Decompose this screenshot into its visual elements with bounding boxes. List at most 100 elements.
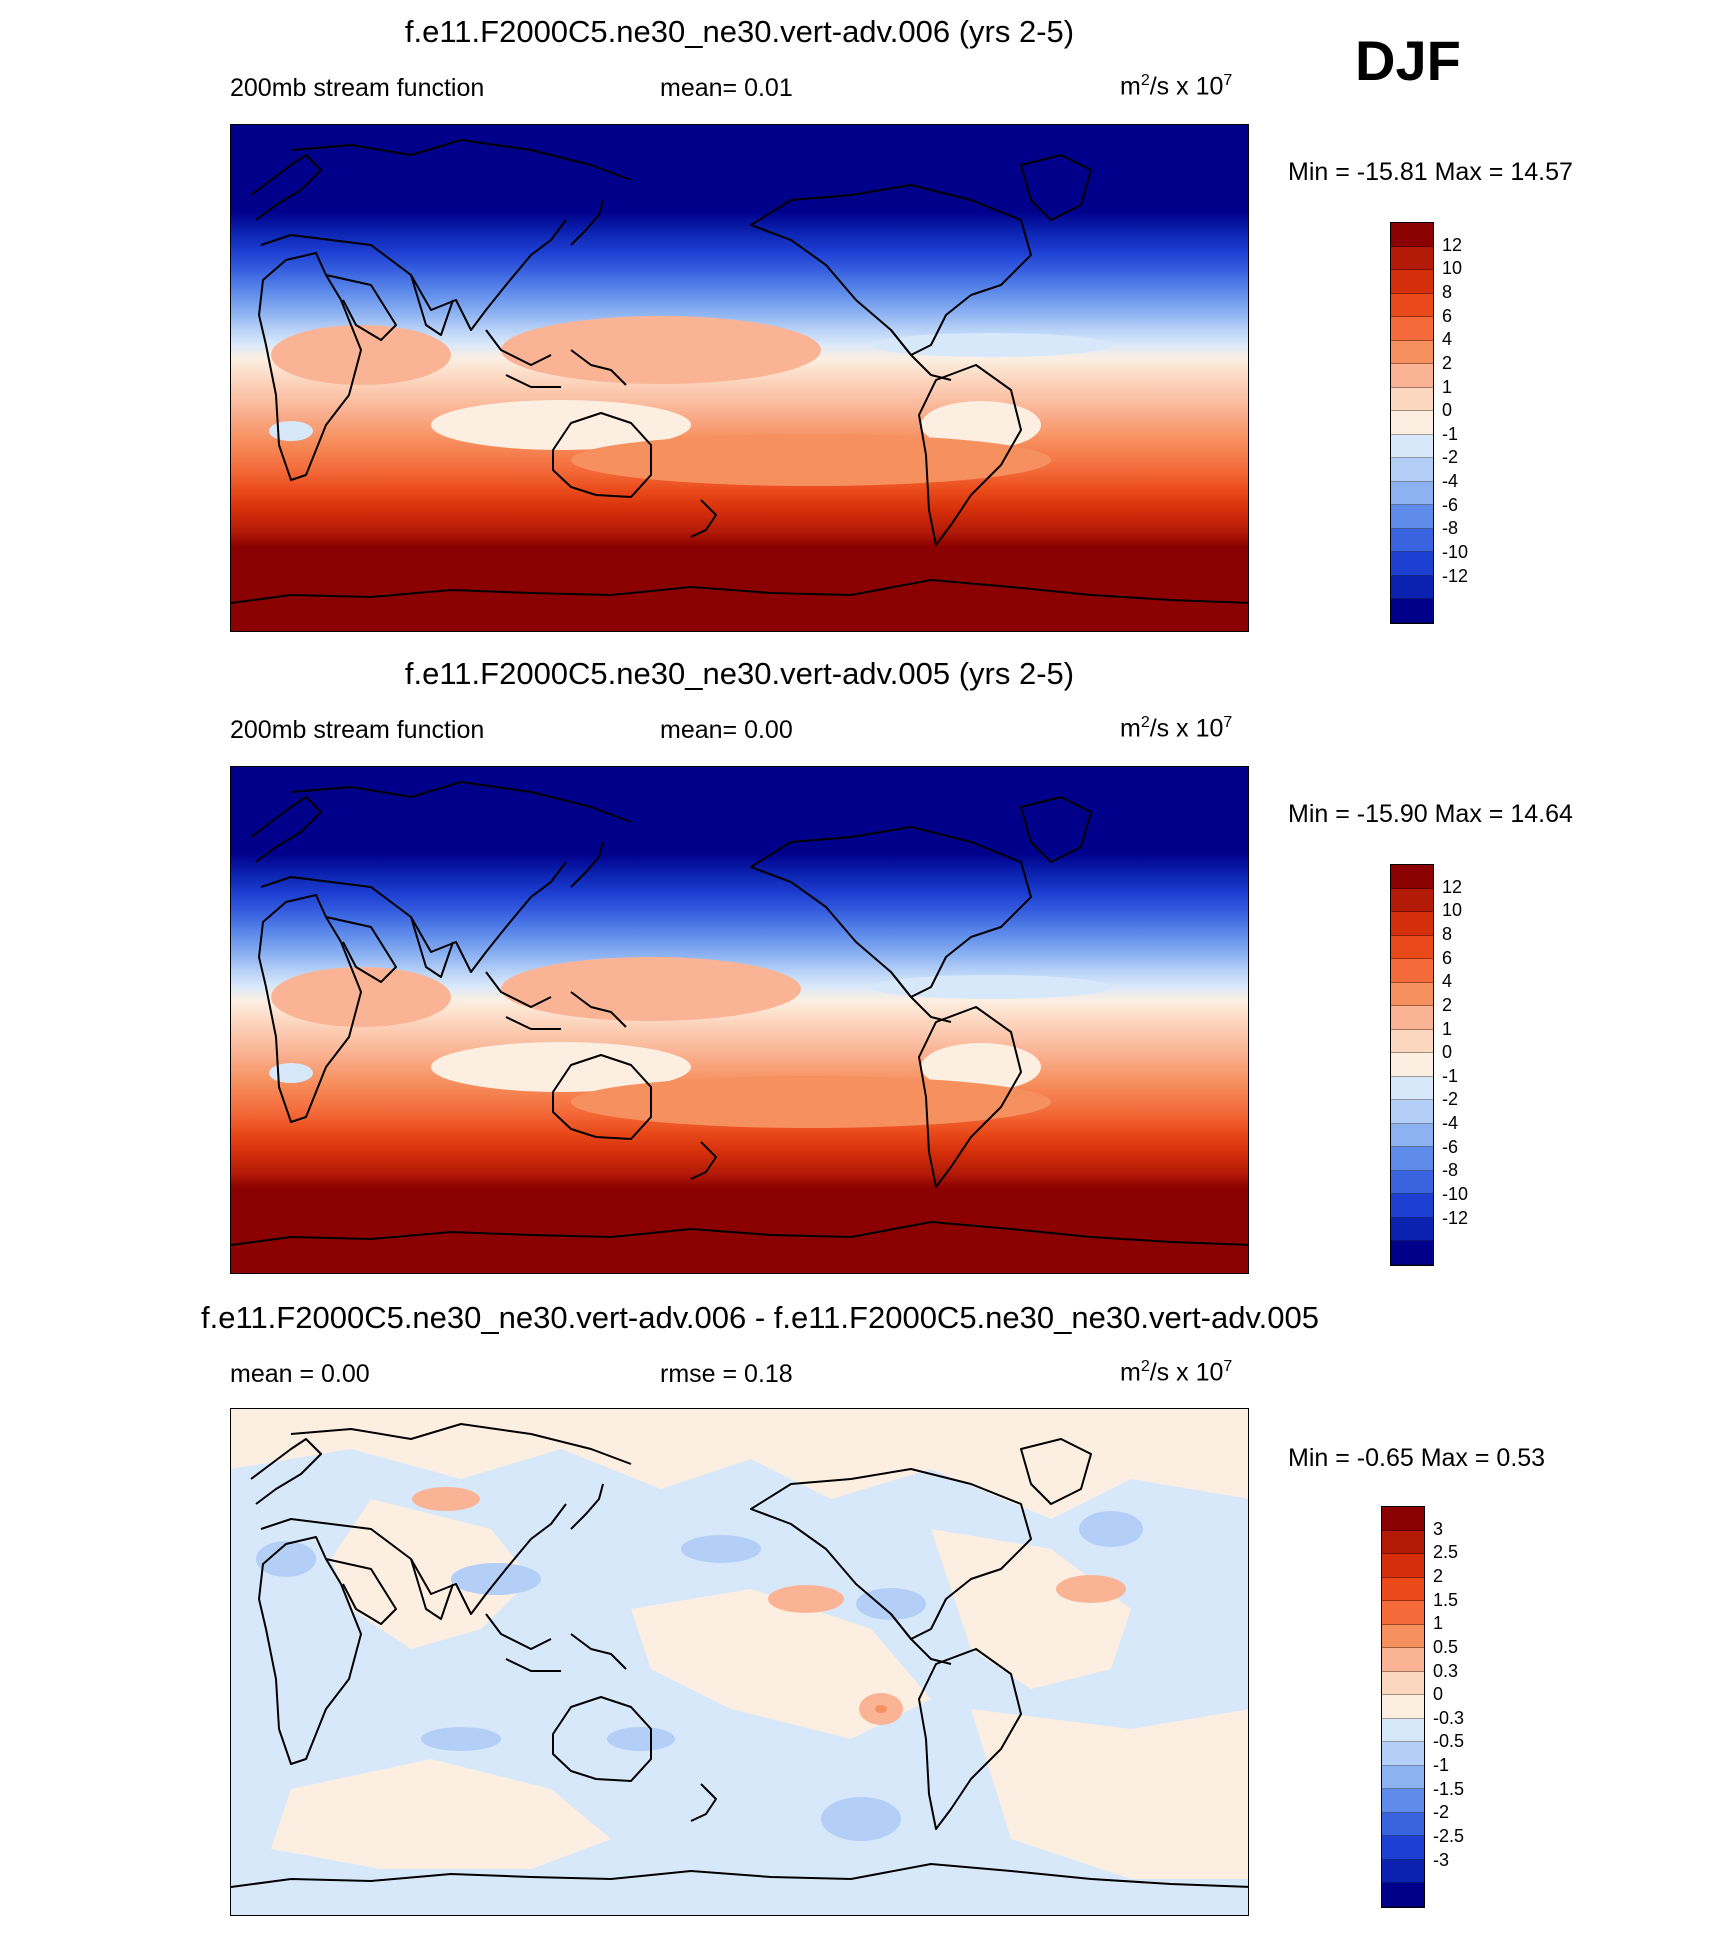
- panel-3-contour-max: [875, 1705, 887, 1713]
- colorbar-box: [1382, 1812, 1424, 1837]
- colorbar-tick-label: -12: [1442, 1207, 1469, 1228]
- panel-2-contour-atlantic: [871, 975, 1111, 999]
- colorbar-tick-label: -10: [1442, 542, 1469, 563]
- colorbar-tick-label: 6: [1442, 305, 1453, 326]
- panel-1-contour-southpac: [571, 434, 1051, 486]
- panel-3-contour-pos-asia: [412, 1487, 480, 1511]
- panel-1-title: f.e11.F2000C5.ne30_ne30.vert-adv.006 (yr…: [404, 14, 1075, 49]
- panel-2-contour-southpac: [571, 1076, 1051, 1128]
- colorbar-tick-label: 4: [1442, 971, 1453, 992]
- panel-1-contour-atlantic: [871, 333, 1111, 357]
- colorbar-tick-label: -1: [1433, 1755, 1450, 1776]
- colorbar-tick-label: -1: [1442, 1065, 1459, 1086]
- colorbar-box: [1382, 1742, 1424, 1766]
- colorbar-box: [1391, 434, 1433, 459]
- colorbar-tick-label: -3: [1433, 1849, 1450, 1870]
- colorbar-box: [1391, 481, 1433, 506]
- panel-2-contour-low: [269, 1063, 313, 1083]
- panel-3-contour-neg-asia: [451, 1563, 541, 1595]
- colorbar-box: [1382, 1624, 1424, 1649]
- panel-3-colorbar: [1381, 1506, 1425, 1908]
- colorbar-tick-label: 2.5: [1433, 1542, 1459, 1563]
- colorbar-box: [1391, 223, 1433, 247]
- colorbar-box: [1391, 888, 1433, 913]
- colorbar-tick-label: -10: [1442, 1184, 1469, 1205]
- colorbar-tick-label: 10: [1442, 900, 1463, 921]
- colorbar-box: [1391, 865, 1433, 889]
- colorbar-tick-label: -4: [1442, 471, 1459, 492]
- panel-2-title: f.e11.F2000C5.ne30_ne30.vert-adv.005 (yr…: [404, 656, 1075, 691]
- colorbar-box: [1391, 1217, 1433, 1242]
- colorbar-tick-label: 1: [1442, 376, 1453, 397]
- colorbar-tick-label: 1.5: [1433, 1589, 1459, 1610]
- colorbar-tick-label: 1: [1433, 1613, 1444, 1634]
- panel-1-contour-africa: [271, 325, 451, 385]
- colorbar-box: [1391, 528, 1433, 553]
- panel-1-colorbar: [1390, 222, 1434, 624]
- panel-3-map: [230, 1408, 1249, 1916]
- panel-2-variable: 200mb stream function: [230, 716, 485, 744]
- panel-1-minmax: Min = -15.81 Max = 14.57: [1288, 158, 1573, 186]
- panel-3-contour-atlantic: [931, 1529, 1131, 1689]
- colorbar-box: [1391, 1076, 1433, 1101]
- colorbar-box: [1382, 1530, 1424, 1555]
- colorbar-box: [1382, 1765, 1424, 1790]
- colorbar-tick-label: 10: [1442, 258, 1463, 279]
- colorbar-tick-label: -0.5: [1433, 1731, 1465, 1752]
- panel-3-contour-pos-atl: [1056, 1575, 1126, 1603]
- panel-1-variable: 200mb stream function: [230, 74, 485, 102]
- colorbar-box: [1391, 599, 1433, 623]
- panel-3-contour-southatl: [971, 1709, 1248, 1879]
- panel-3-title: f.e11.F2000C5.ne30_ne30.vert-adv.006 - f…: [201, 1300, 1319, 1335]
- colorbar-tick-label: 2: [1442, 352, 1453, 373]
- colorbar-box: [1391, 1194, 1433, 1218]
- colorbar-box: [1391, 317, 1433, 341]
- panel-2-contour-indian: [431, 1042, 691, 1092]
- colorbar-tick-label: 2: [1433, 1565, 1444, 1586]
- colorbar-tick-label: 6: [1442, 947, 1453, 968]
- colorbar-tick-label: -0.3: [1433, 1707, 1465, 1728]
- season-label: DJF: [1355, 29, 1461, 92]
- colorbar-box: [1391, 1170, 1433, 1195]
- colorbar-box: [1391, 411, 1433, 435]
- panel-3-contour-neg-namerica: [1079, 1511, 1143, 1547]
- colorbar-box: [1391, 1029, 1433, 1054]
- colorbar-box: [1382, 1507, 1424, 1531]
- panel-3-contour-neg-southpac: [821, 1797, 901, 1841]
- colorbar-tick-label: 0.5: [1433, 1636, 1459, 1657]
- colorbar-tick-label: -2: [1442, 1089, 1459, 1110]
- panel-3-contour-pos-pac: [768, 1585, 844, 1613]
- colorbar-tick-label: 12: [1442, 876, 1463, 897]
- colorbar-box: [1391, 1006, 1433, 1030]
- colorbar-box: [1382, 1671, 1424, 1696]
- panel-1-contour-samerica: [921, 401, 1041, 449]
- colorbar-tick-label: 0.3: [1433, 1660, 1459, 1681]
- colorbar-box: [1391, 340, 1433, 365]
- colorbar-box: [1391, 935, 1433, 960]
- colorbar-tick-label: 2: [1442, 994, 1453, 1015]
- colorbar-tick-label: 8: [1442, 923, 1453, 944]
- panel-3-contour-neg-indian: [421, 1727, 501, 1751]
- colorbar-tick-label: -1.5: [1433, 1778, 1465, 1799]
- colorbar-box: [1391, 912, 1433, 936]
- colorbar-tick-label: -6: [1442, 494, 1459, 515]
- colorbar-box: [1391, 293, 1433, 318]
- colorbar-box: [1391, 246, 1433, 271]
- panel-3-contour-neg-africa: [256, 1541, 316, 1577]
- colorbar-box: [1382, 1554, 1424, 1578]
- colorbar-box: [1391, 270, 1433, 294]
- panel-3-contour-north: [231, 1409, 1248, 1519]
- colorbar-box: [1391, 364, 1433, 388]
- colorbar-box: [1382, 1577, 1424, 1602]
- colorbar-box: [1391, 1053, 1433, 1077]
- panel-2-contour-africa: [271, 967, 451, 1027]
- colorbar-box: [1391, 959, 1433, 983]
- colorbar-box: [1382, 1648, 1424, 1672]
- colorbar-tick-label: -12: [1442, 565, 1469, 586]
- panel-1-mean: mean= 0.01: [660, 74, 793, 102]
- colorbar-box: [1382, 1859, 1424, 1884]
- panel-2-minmax: Min = -15.90 Max = 14.64: [1288, 800, 1573, 828]
- colorbar-tick-label: -8: [1442, 518, 1459, 539]
- panel-1-contour-low: [269, 421, 313, 441]
- colorbar-box: [1391, 575, 1433, 600]
